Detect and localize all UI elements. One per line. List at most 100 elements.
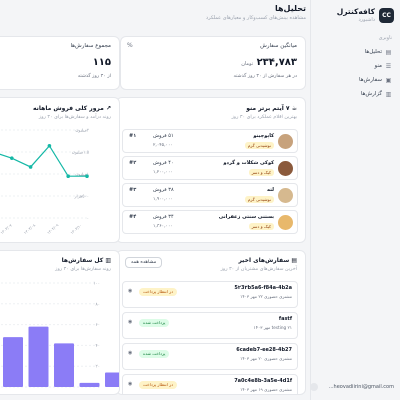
data-point (28, 165, 33, 169)
nav-section-label: ناوبری (378, 35, 392, 41)
order-meta: مشتری حضوری ۲۲ مهر ۱۴۰۳ (240, 294, 292, 299)
list-item[interactable]: بستنی سنتی زعفرانی کیک و دسر ۳۴ فروش ۱,۳… (122, 210, 298, 234)
stat-note: در هر سفارش از ۳۰ روز گذشته (233, 74, 297, 79)
revenue: ۱,۳۶۰,۰۰۰ (153, 224, 173, 229)
orders-bar-chart: ۱۰۰ ۸۰ ۶۰ ۴۰ ۲۰ ۰ (1, 281, 119, 390)
eye-icon[interactable]: ◉ (128, 288, 133, 294)
user-email[interactable]: ...heovadiirini@gmail.com (328, 384, 394, 390)
y-tick-label: ۱.۵میلیون (72, 150, 90, 155)
bar (54, 343, 74, 387)
order-id: 5٢3٢b5a6-f84a-4b2a (234, 285, 292, 291)
y-tick-label: ۱میلیون (75, 172, 89, 177)
page-subtitle: مشاهده بینش‌های کسب‌وکار و معیارهای عملک… (205, 15, 306, 21)
card-title: ▥ کل سفارش‌ها (61, 257, 111, 264)
status-badge: در انتظار پرداخت (139, 288, 178, 296)
eye-icon[interactable]: ◉ (128, 381, 133, 387)
product-name: کوکی شکلات و گردو (223, 160, 274, 166)
stat-label: مجموع سفارش‌ها (70, 43, 111, 49)
order-row[interactable]: 6cadeb7-ee28-4b27 مشتری حضوری ۲۰ مهر ۱۴۰… (122, 343, 298, 370)
list-item[interactable]: لته نوشیدنی گرم ۳۸ فروش ۱,۹۰۰,۰۰۰ #۳ (122, 183, 298, 207)
sidebar-item-analytics[interactable]: ▤ تحلیل‌ها (315, 47, 395, 58)
category-badge: نوشیدنی گرم (244, 196, 274, 203)
order-meta: مشتری حضوری ۲۰ مهر ۱۴۰۳ (240, 356, 292, 361)
order-id: fastf (278, 316, 292, 322)
x-tick-label: ۱۴۰۳/۰۸ (23, 223, 37, 236)
order-row[interactable]: fastf testing ۲۱ مهر ۱۴۰۳ پرداخت شده ◉ (122, 312, 298, 339)
data-point (47, 144, 52, 148)
page-title: تحلیل‌ها (275, 4, 306, 13)
total-orders-card: مجموع سفارش‌ها ۱۱۵ از ۳۰ روز گذشته (0, 36, 120, 90)
order-row[interactable]: 5٢3٢b5a6-f84a-4b2a مشتری حضوری ۲۲ مهر ۱۴… (122, 281, 298, 308)
data-point (66, 174, 70, 178)
orders-icon: ▣ (385, 77, 392, 84)
y-tick-label: ۸۰ (96, 301, 101, 306)
bar-chart-icon: ▥ (103, 257, 111, 264)
bar (105, 372, 119, 387)
order-row[interactable]: 7a0c4e8b-3a5e-4d1f مشتری حضوری ۱۹ مهر ۱۴… (122, 374, 298, 394)
sidebar: CC کافه‌کنترل داشبورد ناوبری ▤ تحلیل‌ها … (310, 0, 400, 400)
category-badge: نوشیدنی گرم (244, 142, 274, 149)
stat-note: از ۳۰ روز گذشته (77, 74, 111, 79)
product-image (278, 215, 293, 230)
x-tick-label: ۱۴۰۳/۰۹ (46, 223, 60, 236)
bar (3, 337, 23, 387)
revenue: ۱,۹۰۰,۰۰۰ (153, 197, 173, 202)
y-tick-label: ۵۰۰هزار (74, 194, 89, 199)
card-title: ↗ مرور کلی فروش ماهانه (33, 105, 111, 112)
order-meta: مشتری حضوری ۱۹ مهر ۱۴۰۳ (240, 387, 292, 392)
main-content: تحلیل‌ها مشاهده بینش‌های کسب‌وکار و معیا… (0, 4, 306, 395)
rank-badge: #۳ (129, 187, 137, 193)
order-meta: testing ۲۱ مهر ۱۴۰۳ (253, 325, 292, 330)
eye-icon[interactable]: ◉ (128, 350, 133, 356)
brand-logo: CC (379, 8, 394, 23)
chart-icon: ▤ (385, 49, 392, 56)
brand[interactable]: CC کافه‌کنترل داشبورد (314, 6, 394, 26)
card-subtitle: آخرین سفارش‌های مشتریان از ۳۰ روز (220, 267, 297, 272)
order-id: 7a0c4e8b-3a5e-4d1f (234, 378, 292, 384)
stat-label: میانگین سفارش (260, 43, 297, 49)
sales-trend-card: ↗ مرور کلی فروش ماهانه روند درآمد و سفار… (0, 97, 120, 243)
status-badge: پرداخت شده (139, 350, 170, 358)
card-subtitle: روند سفارش‌ها برای ۳۰ روز (55, 267, 111, 272)
card-subtitle: روند درآمد و سفارش‌ها برای ۳۰ روز (38, 115, 111, 120)
sidebar-item-menu[interactable]: ☰ منو (315, 61, 395, 72)
list-item[interactable]: کاپوچینو نوشیدنی گرم ۵۱ فروش ۲,۰۴۵,۰۰۰ #… (122, 129, 298, 153)
x-tick-label: ۱۴۰۳/۱۰ (69, 223, 83, 236)
y-tick-label: ۱۰۰ (93, 281, 100, 286)
percent-icon: % (127, 42, 133, 49)
order-id: 6cadeb7-ee28-4b27 (236, 347, 292, 353)
product-image (278, 161, 293, 176)
product-image (278, 188, 293, 203)
bar (79, 382, 100, 387)
menu-icon: ☰ (385, 63, 392, 70)
eye-icon[interactable]: ◉ (128, 319, 133, 325)
status-badge: در انتظار پرداخت (139, 381, 178, 389)
sales-count: ۳۸ فروش (153, 187, 174, 193)
stat-value: ۱۱۵ (92, 57, 111, 68)
rank-badge: #۴ (129, 214, 137, 220)
sidebar-item-label: گزارش‌ها (360, 91, 382, 97)
rank-badge: #۱ (129, 133, 137, 139)
product-name: بستنی سنتی زعفرانی (218, 214, 274, 220)
list-item[interactable]: کوکی شکلات و گردو کیک و دسر ۴۰ فروش ۱,۲۰… (122, 156, 298, 180)
sidebar-item-orders[interactable]: ▣ سفارش‌ها (315, 75, 395, 86)
product-name: کاپوچینو (253, 133, 274, 139)
avg-order-card: میانگین سفارش % ۲۳۴,۷۸۳ تومان در هر سفار… (120, 36, 306, 90)
sales-line-chart: ۲میلیون ۱.۵میلیون ۱میلیون ۵۰۰هزار ۰ ۱۴۰۳/۰۷ ۱۴… (0, 128, 90, 236)
category-badge: کیک و دسر (248, 223, 274, 230)
sidebar-item-reports[interactable]: ▥ گزارش‌ها (315, 89, 395, 100)
card-title: ☕ ۷ آیتم برتر منو (246, 105, 297, 112)
rank-badge: #۲ (129, 160, 137, 166)
y-tick-label: ۰ (87, 216, 89, 221)
sales-count: ۵۱ فروش (153, 133, 174, 139)
data-point (85, 174, 89, 178)
stat-value: ۲۳۴,۷۸۳ تومان (241, 57, 297, 68)
view-all-button[interactable]: مشاهده همه (125, 257, 163, 268)
revenue: ۲,۰۴۵,۰۰۰ (153, 143, 173, 148)
avatar[interactable] (310, 383, 318, 391)
category-badge: کیک و دسر (248, 169, 274, 176)
y-tick-label: ۶۰ (96, 322, 101, 327)
card-subtitle: بهترین اقلام عملکرد برای ۳۰ روز (231, 115, 297, 120)
y-tick-label: ۴۰ (96, 343, 101, 348)
cup-icon: ☕ (289, 105, 297, 112)
